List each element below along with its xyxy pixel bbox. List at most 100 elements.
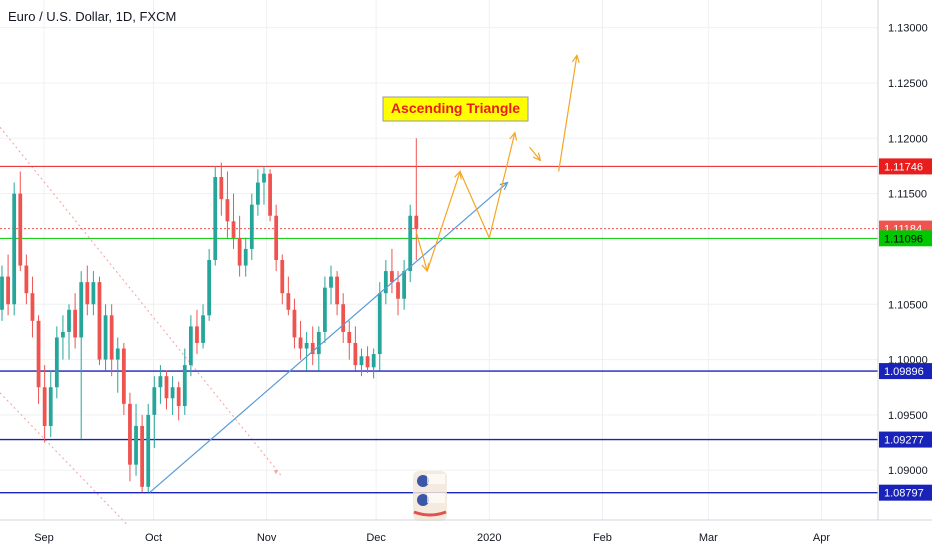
candle-body <box>103 315 108 360</box>
projection-segment <box>558 55 578 172</box>
candle-body <box>195 326 199 343</box>
candle <box>256 169 260 216</box>
projection-arrow-icon <box>509 131 518 141</box>
candle-body <box>188 326 193 366</box>
candle <box>383 260 388 305</box>
price-label: 1.09277 <box>879 431 932 448</box>
candle-body <box>12 193 17 305</box>
candle-body <box>292 309 297 338</box>
candle <box>286 276 291 316</box>
price-label-box <box>879 431 932 448</box>
candle-body <box>219 177 224 200</box>
projection-arrow-icon <box>571 53 580 64</box>
candle <box>243 237 248 277</box>
candle-body <box>109 315 114 360</box>
chart-title: Euro / U.S. Dollar, 1D, FXCM <box>8 9 177 24</box>
candle-body <box>121 348 126 404</box>
candle <box>134 403 138 476</box>
candle <box>371 348 376 379</box>
projection-segment <box>426 171 461 272</box>
y-tick-label: 1.12500 <box>888 78 928 90</box>
candle <box>164 370 169 410</box>
candle-body <box>91 282 96 305</box>
candle <box>207 248 212 321</box>
candle <box>67 304 71 360</box>
candle <box>335 271 339 316</box>
candle-body <box>73 309 78 338</box>
price-label-text: 1.11746 <box>884 161 923 173</box>
candle <box>316 326 321 371</box>
x-tick-label: Nov <box>257 532 277 544</box>
projection-segment <box>415 232 428 272</box>
price-label-text: 1.09277 <box>884 435 924 447</box>
candle-body <box>201 315 205 343</box>
candle-body <box>371 354 376 368</box>
y-tick-label: 1.09500 <box>888 410 928 422</box>
candle <box>176 381 181 421</box>
channel-arrow-icon <box>273 470 278 475</box>
candle <box>30 276 35 338</box>
candle <box>377 282 382 371</box>
candle <box>140 414 145 493</box>
axes <box>0 0 932 521</box>
candle-body <box>146 414 151 487</box>
candle <box>237 215 242 277</box>
candle-body <box>298 337 303 349</box>
price-label: 1.09896 <box>879 363 932 380</box>
x-tick-label: Dec <box>366 532 386 544</box>
candle-body <box>268 173 272 216</box>
candle <box>341 293 346 343</box>
candle <box>323 276 327 343</box>
candle <box>158 365 163 404</box>
candle-body <box>390 271 394 283</box>
candle <box>262 165 266 205</box>
candle-body <box>54 337 59 388</box>
candle-body <box>377 293 382 355</box>
candle-body <box>18 193 23 266</box>
y-tick-label: 1.09000 <box>888 465 928 477</box>
candle <box>414 138 419 260</box>
annotation-text: Ascending Triangle <box>391 100 520 116</box>
candle <box>6 254 10 316</box>
candle-body <box>280 260 285 294</box>
candle-body <box>152 387 157 415</box>
candle-body <box>24 265 29 294</box>
price-labels: 1.117461.111841.110961.098961.092771.087… <box>879 158 932 501</box>
candle-body <box>262 173 266 183</box>
candle-body <box>97 282 102 360</box>
candle <box>42 365 47 443</box>
price-label-box <box>879 363 932 380</box>
candle-body <box>140 425 145 487</box>
candle <box>213 165 218 266</box>
candle <box>170 376 175 415</box>
candle-body <box>286 293 291 310</box>
x-tick-label: Feb <box>593 532 612 544</box>
candle <box>188 315 193 377</box>
candle-body <box>353 342 358 366</box>
trend-line <box>149 182 508 493</box>
candle-body <box>182 365 187 407</box>
candle-body <box>347 331 352 343</box>
candle-body <box>231 221 236 238</box>
candle-body <box>359 356 364 366</box>
price-label: 1.08797 <box>879 484 932 501</box>
candle-body <box>414 215 419 230</box>
candle-body <box>243 248 248 266</box>
candle-body <box>213 177 218 260</box>
candle-body <box>402 271 407 299</box>
price-label-text: 1.11096 <box>884 233 923 245</box>
y-tick-label: 1.10500 <box>888 299 928 311</box>
candle-body <box>274 215 279 260</box>
candle-body <box>67 309 71 332</box>
candle <box>91 271 96 316</box>
candle <box>347 320 352 360</box>
candle-body <box>335 276 339 305</box>
candle-body <box>365 356 370 368</box>
candle-body <box>115 348 120 360</box>
x-axis-ticks: Sep Oct Nov Dec 2020 Feb Mar Apr <box>34 532 830 544</box>
descending-channel <box>0 126 282 526</box>
candle-body <box>170 387 175 399</box>
candle <box>201 304 205 349</box>
candle-body <box>48 387 53 426</box>
